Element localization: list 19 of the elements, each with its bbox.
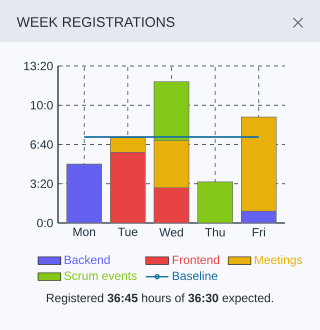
y-tick-label: 3:20 (30, 180, 53, 188)
chart-title: WEEK REGISTRATIONS (16, 17, 175, 27)
y-tick-label: 0:0 (37, 218, 53, 228)
x-tick-label: Thu (205, 228, 225, 237)
x-tick-label: Tue (118, 228, 138, 236)
legend-label: Backend (64, 255, 110, 264)
text: Registered 36:45 hours of 36:30 expected. (46, 293, 273, 305)
bar (197, 181, 233, 224)
legend-label: Meetings (254, 255, 302, 266)
x-tick-label: Fri (252, 228, 265, 236)
y-tick-label: 13:20 (24, 62, 53, 70)
legend-label: Frontend (172, 255, 220, 264)
x-tick-label: Mon (74, 228, 96, 236)
x-tick-label: Wed (159, 228, 183, 237)
y-tick-label: 10:0 (30, 101, 53, 110)
bar (66, 164, 102, 224)
legend-label: Baseline (172, 271, 218, 280)
legend-label: Scrum events (64, 271, 137, 280)
y-tick-label: 6:40 (30, 140, 53, 149)
